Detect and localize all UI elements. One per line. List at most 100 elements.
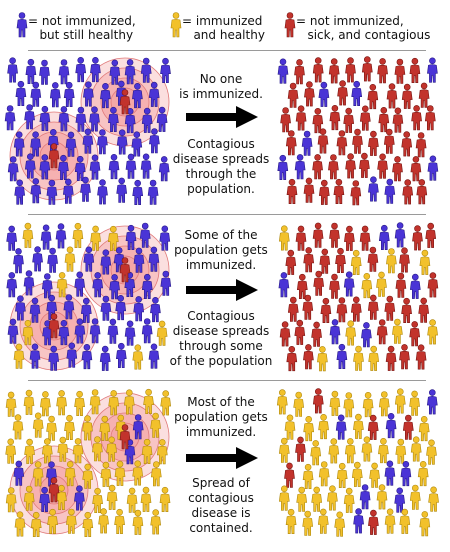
person-icon bbox=[312, 108, 324, 134]
person-icon bbox=[384, 460, 396, 486]
panel-caption-text: Contagious disease spreads through the p… bbox=[172, 137, 270, 196]
person-icon bbox=[7, 318, 19, 344]
person-icon bbox=[295, 105, 307, 131]
person-icon bbox=[89, 318, 101, 344]
person-icon bbox=[29, 343, 41, 369]
person-icon bbox=[82, 128, 94, 154]
person-icon bbox=[377, 58, 388, 84]
person-icon bbox=[63, 294, 75, 320]
person-icon bbox=[116, 129, 128, 155]
panel-caption-bottom: Contagious disease spreads through some … bbox=[168, 309, 274, 369]
person-icon bbox=[39, 154, 51, 180]
person-icon bbox=[402, 179, 414, 205]
person-icon bbox=[312, 154, 323, 180]
person-icon bbox=[82, 415, 93, 441]
person-icon bbox=[277, 154, 289, 180]
person-icon bbox=[80, 176, 91, 202]
person-icon bbox=[368, 345, 380, 371]
person-icon bbox=[336, 297, 348, 323]
person-icon bbox=[279, 321, 291, 347]
person-icon bbox=[75, 56, 87, 83]
person-icon bbox=[100, 83, 111, 109]
person-icon bbox=[345, 320, 357, 346]
person-icon bbox=[386, 83, 398, 109]
person-icon bbox=[13, 248, 24, 274]
person-icon bbox=[304, 81, 315, 107]
person-icon bbox=[65, 131, 77, 157]
person-icon bbox=[276, 389, 288, 415]
person-icon bbox=[99, 345, 111, 371]
person-icon bbox=[100, 249, 112, 275]
person-icon bbox=[344, 438, 356, 464]
person-icon bbox=[125, 153, 137, 179]
person-icon bbox=[303, 344, 314, 370]
panel-caption-text: Some of the population gets immunized. bbox=[174, 228, 268, 272]
person-icon bbox=[384, 178, 396, 204]
person-icon bbox=[426, 439, 437, 465]
person-icon bbox=[148, 246, 160, 272]
person-icon bbox=[427, 57, 438, 83]
person-icon bbox=[367, 84, 379, 110]
person-icon bbox=[402, 414, 414, 440]
person-icon bbox=[100, 295, 112, 321]
person-icon bbox=[99, 415, 111, 441]
person-icon bbox=[336, 130, 348, 156]
person-icon bbox=[108, 390, 120, 416]
person-icon bbox=[392, 318, 403, 344]
legend-label: = immunized and healthy bbox=[182, 14, 265, 42]
person-icon bbox=[303, 247, 315, 273]
person-icon bbox=[353, 413, 364, 439]
person-icon bbox=[109, 59, 121, 85]
panel-caption-text: Most of the population gets immunized. bbox=[174, 395, 268, 439]
person-icon bbox=[30, 81, 42, 107]
person-icon bbox=[411, 105, 422, 131]
person-icon bbox=[284, 462, 295, 488]
person-icon bbox=[287, 82, 299, 108]
person-icon bbox=[66, 508, 77, 534]
person-icon bbox=[368, 130, 379, 156]
legend-label: = not immunized, but still healthy bbox=[28, 14, 136, 42]
person-icon bbox=[141, 318, 153, 344]
person-icon bbox=[150, 296, 161, 323]
person-icon bbox=[22, 319, 34, 346]
person-icon bbox=[48, 313, 60, 339]
person-icon bbox=[80, 297, 92, 323]
person-icon bbox=[378, 437, 389, 464]
person-icon bbox=[97, 129, 108, 155]
person-icon bbox=[125, 224, 137, 250]
person-icon bbox=[15, 295, 26, 321]
divider bbox=[28, 380, 426, 381]
legend-label: = not immunized, sick, and contagious bbox=[296, 14, 431, 42]
person-icon bbox=[107, 225, 119, 251]
person-icon bbox=[359, 105, 371, 131]
person-icon bbox=[401, 297, 412, 324]
person-icon bbox=[399, 508, 411, 534]
person-icon bbox=[92, 487, 103, 514]
person-icon bbox=[377, 153, 388, 179]
arrow-right-icon bbox=[186, 447, 258, 469]
person-icon bbox=[394, 487, 406, 513]
person-icon bbox=[74, 318, 86, 344]
person-icon bbox=[312, 222, 324, 248]
person-icon bbox=[317, 346, 328, 372]
panel-caption-text: No one is immunized. bbox=[179, 72, 263, 101]
person-icon bbox=[106, 436, 117, 462]
person-icon bbox=[285, 508, 297, 535]
person-icon bbox=[296, 486, 308, 512]
person-icon bbox=[384, 295, 396, 321]
person-icon bbox=[32, 246, 43, 272]
arrow-right-icon bbox=[186, 106, 258, 128]
panel-caption-bottom: Contagious disease spreads through the p… bbox=[168, 137, 274, 197]
person-icon bbox=[401, 83, 413, 109]
person-icon bbox=[5, 487, 17, 513]
person-icon bbox=[415, 132, 427, 158]
person-icon bbox=[150, 461, 162, 487]
person-icon bbox=[66, 342, 78, 368]
person-icon bbox=[328, 438, 340, 464]
person-icon bbox=[278, 225, 290, 251]
person-icon bbox=[100, 461, 112, 487]
person-icon bbox=[418, 297, 430, 323]
person-icon bbox=[278, 272, 290, 298]
person-icon bbox=[47, 247, 58, 273]
